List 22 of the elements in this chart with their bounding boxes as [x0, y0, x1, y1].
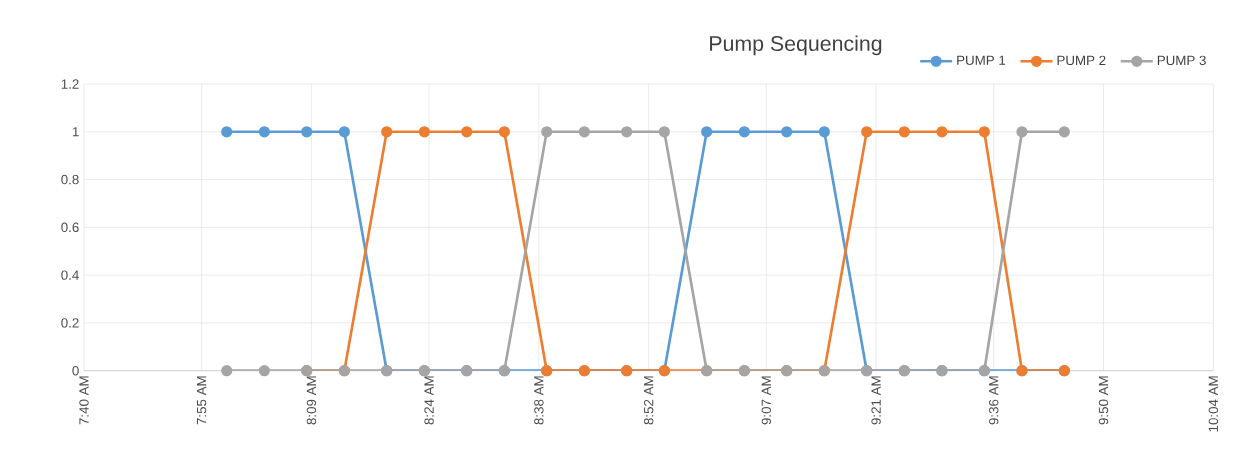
x-tick-label: 9:36 AM — [989, 376, 999, 425]
y-tick-label: 0.4 — [61, 270, 79, 280]
x-tick-label: 8:38 AM — [534, 376, 544, 425]
x-tick-label: 9:50 AM — [1098, 376, 1109, 425]
y-tick-label: 0.2 — [61, 318, 79, 328]
legend-label: PUMP 2 — [1057, 55, 1106, 66]
x-tick-label: 9:07 AM — [761, 376, 772, 425]
y-tick-label: 1 — [72, 127, 79, 137]
legend-label: PUMP 1 — [957, 55, 1006, 65]
y-tick-label: 0.6 — [61, 222, 79, 233]
legend-label: PUMP 3 — [1157, 55, 1206, 66]
x-tick-label: 8:24 AM — [424, 376, 434, 425]
x-tick-label: 8:09 AM — [306, 376, 317, 425]
y-tick-label: 0.8 — [61, 174, 79, 185]
y-tick-label: 1.2 — [61, 79, 79, 89]
x-tick-label: 10:04 AM — [1208, 376, 1219, 432]
x-tick-label: 8:52 AM — [643, 376, 654, 425]
y-tick-label: 0 — [72, 365, 79, 376]
x-tick-label: 9:21 AM — [871, 376, 881, 425]
chart-title: Pump Sequencing — [710, 35, 882, 56]
x-tick-label: 7:40 AM — [79, 376, 89, 425]
x-tick-label: 7:55 AM — [196, 376, 207, 425]
